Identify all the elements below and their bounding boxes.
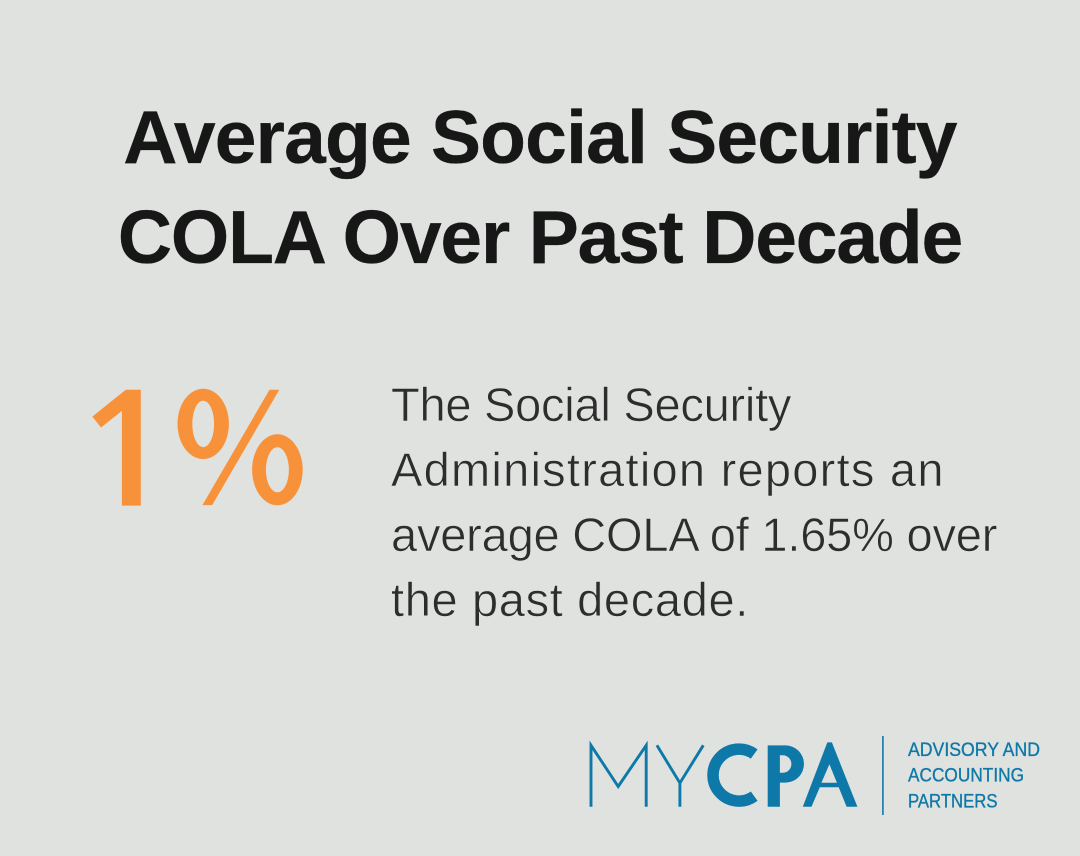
svg-text:PARTNERS: PARTNERS [908, 790, 998, 812]
svg-text:ACCOUNTING: ACCOUNTING [908, 765, 1024, 787]
svg-text:ADVISORY AND: ADVISORY AND [908, 739, 1040, 761]
